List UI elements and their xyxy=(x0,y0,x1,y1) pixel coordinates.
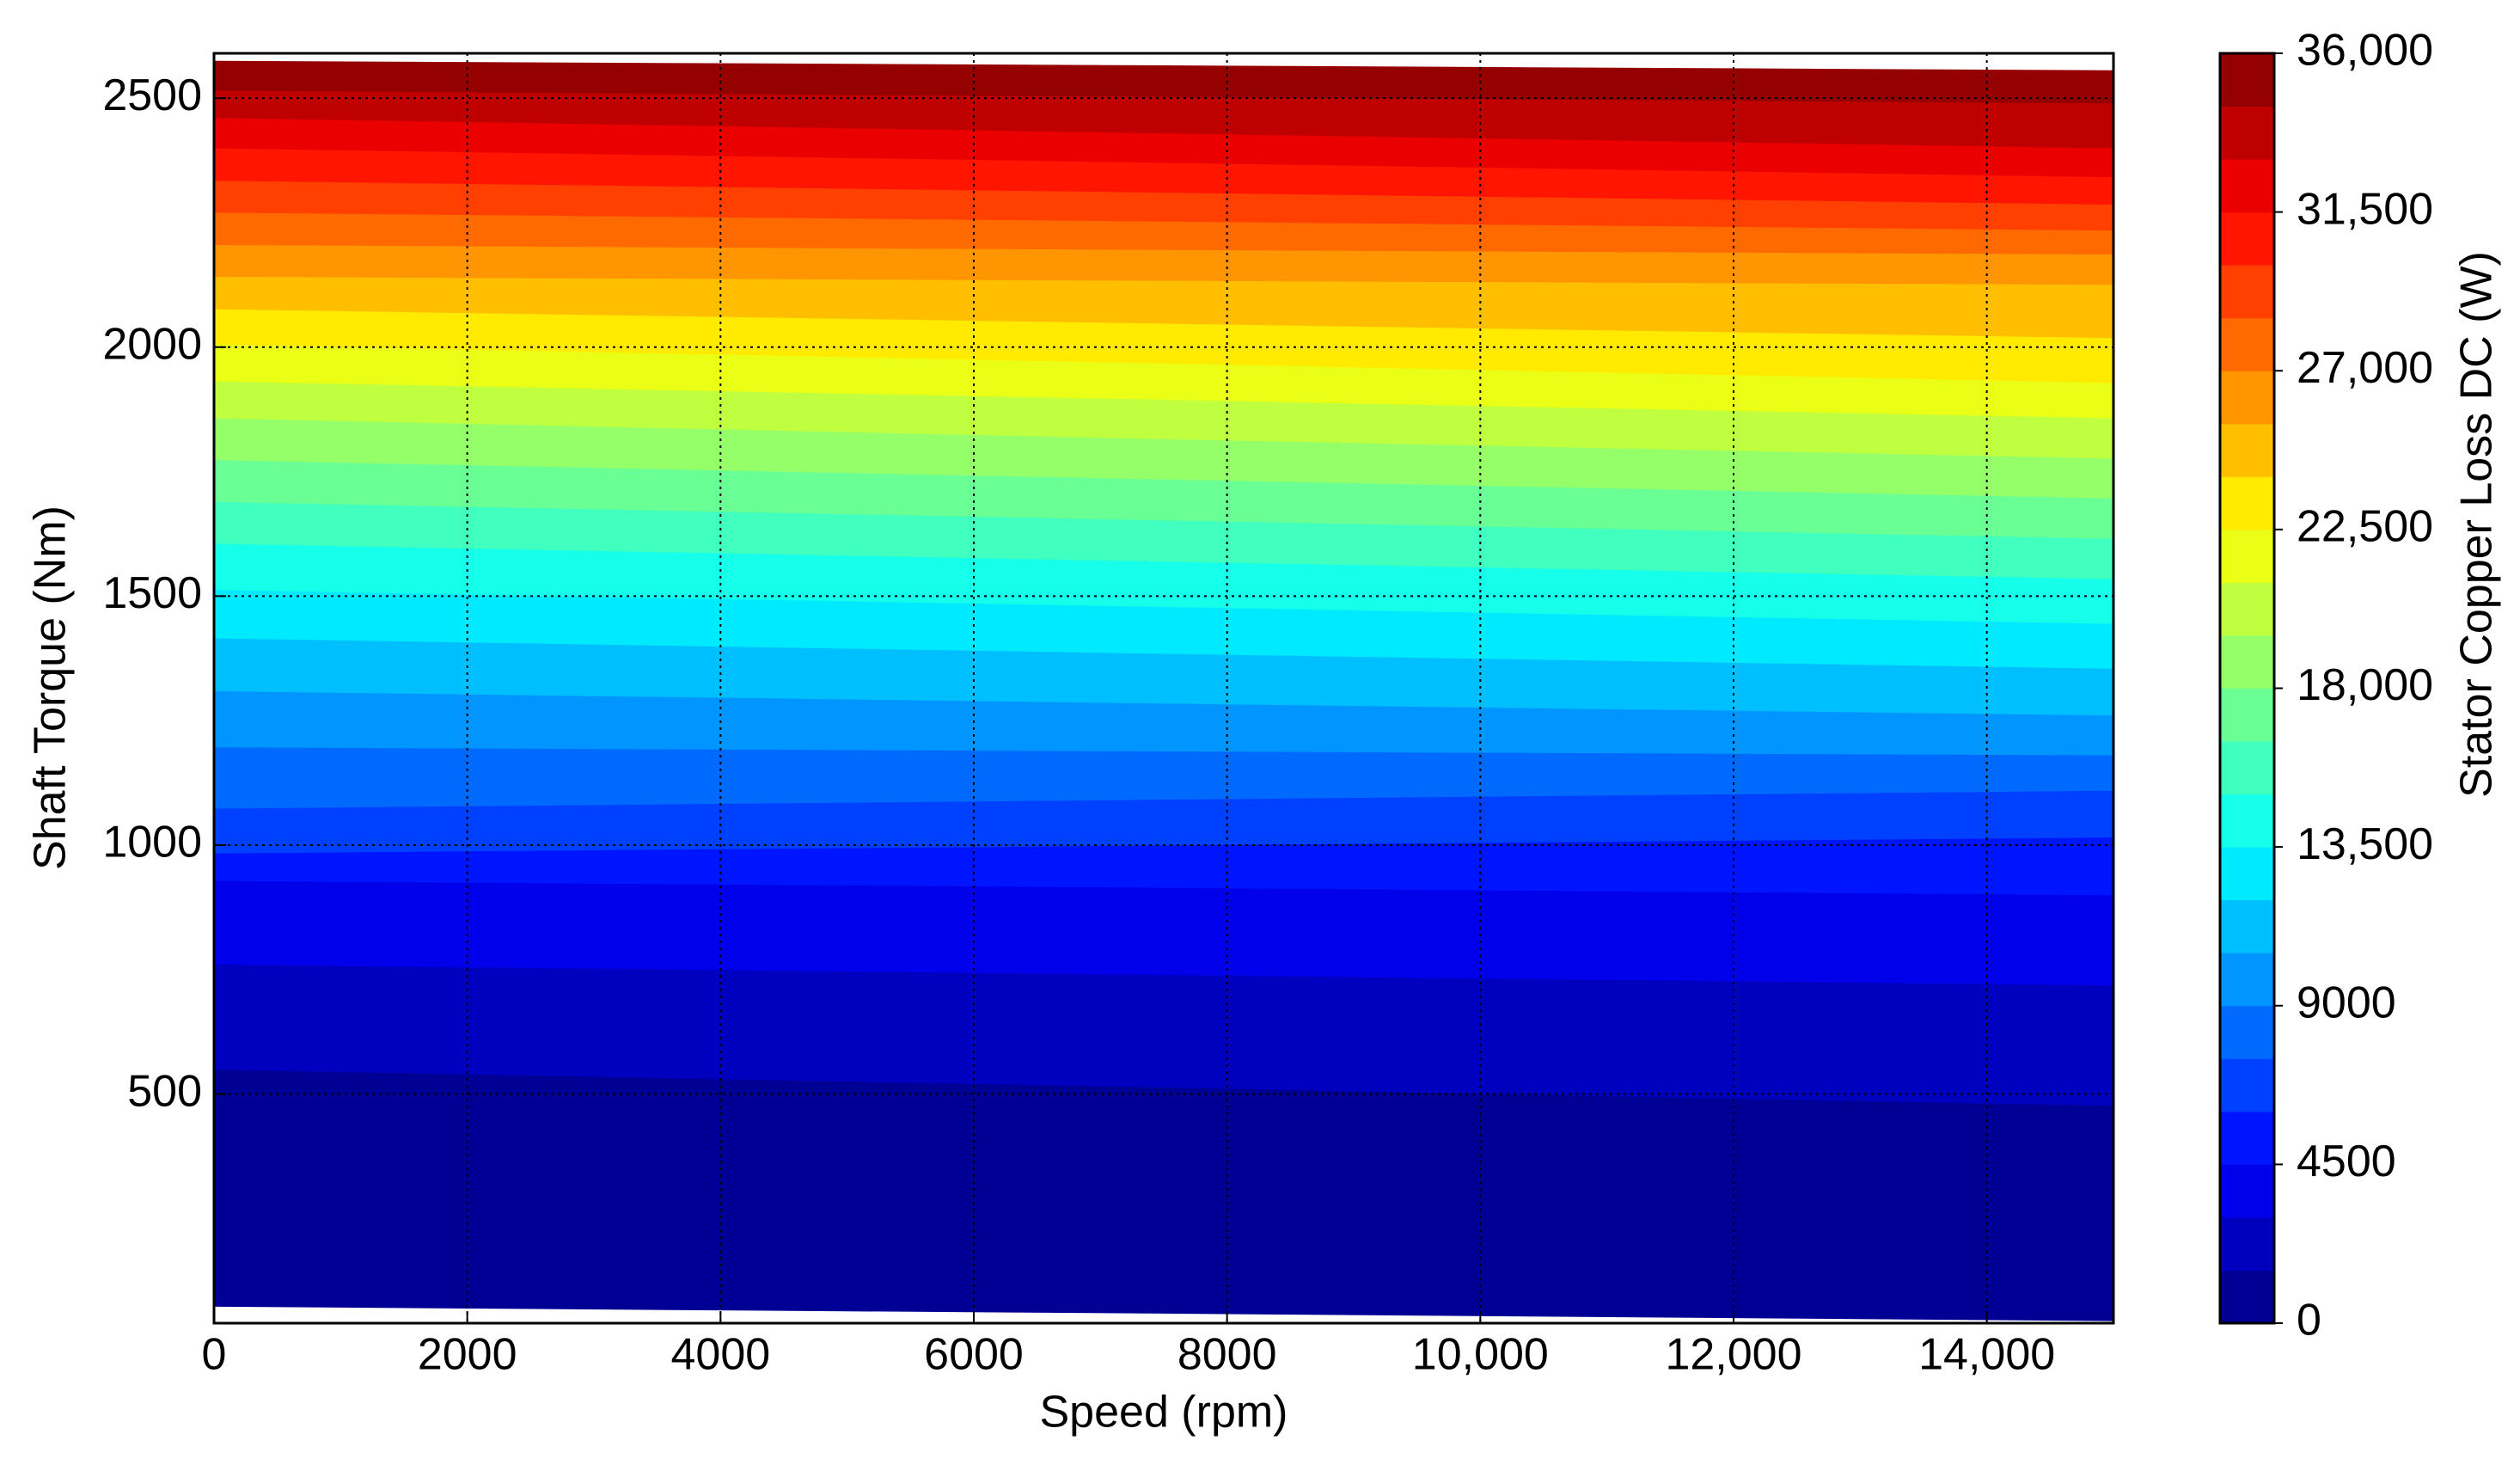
colorbar-band xyxy=(2220,741,2274,795)
colorbar-band xyxy=(2220,688,2274,742)
x-tick-label: 6000 xyxy=(924,1330,1024,1380)
colorbar-band xyxy=(2220,265,2274,319)
colorbar-tick-label: 27,000 xyxy=(2297,343,2433,393)
colorbar-tick-label: 0 xyxy=(2297,1296,2321,1346)
y-tick-label: 1000 xyxy=(102,818,202,867)
colorbar-tick-label: 4500 xyxy=(2297,1137,2396,1186)
x-tick-label: 10,000 xyxy=(1412,1330,1549,1380)
colorbar-band xyxy=(2220,1217,2274,1271)
colorbar-band xyxy=(2220,1058,2274,1113)
colorbar-band xyxy=(2220,634,2274,689)
y-tick-label: 500 xyxy=(127,1066,202,1116)
x-tick-label: 8000 xyxy=(1177,1330,1277,1380)
colorbar-band xyxy=(2220,476,2274,530)
colorbar-band xyxy=(2220,1270,2274,1324)
x-tick-label: 2000 xyxy=(418,1330,517,1380)
colorbar-band xyxy=(2220,1005,2274,1059)
y-tick-label: 1500 xyxy=(102,568,202,618)
x-tick-label: 12,000 xyxy=(1665,1330,1801,1380)
colorbar-band xyxy=(2220,1111,2274,1165)
colorbar-label: Stator Copper Loss DC (W) xyxy=(2452,251,2502,798)
colorbar-tick-label: 31,500 xyxy=(2297,184,2433,234)
colorbar-band xyxy=(2220,582,2274,636)
y-tick-label: 2500 xyxy=(102,70,202,120)
colorbar-band xyxy=(2220,159,2274,213)
colorbar-band xyxy=(2220,211,2274,266)
colorbar-tick-label: 22,500 xyxy=(2297,502,2433,552)
colorbar-band xyxy=(2220,371,2274,425)
colorbar-tick-label: 9000 xyxy=(2297,978,2396,1027)
colorbar-band xyxy=(2220,53,2274,107)
colorbar-band xyxy=(2220,317,2274,371)
y-tick-label: 2000 xyxy=(102,319,202,369)
colorbar-band xyxy=(2220,953,2274,1007)
x-axis-label: Speed (rpm) xyxy=(1040,1388,1288,1438)
colorbar-band xyxy=(2220,106,2274,160)
x-tick-label: 0 xyxy=(202,1330,227,1380)
colorbar-tick-label: 13,500 xyxy=(2297,819,2433,869)
colorbar-band xyxy=(2220,423,2274,477)
colorbar-tick-label: 18,000 xyxy=(2297,660,2433,710)
colorbar-band xyxy=(2220,899,2274,953)
colorbar-band xyxy=(2220,847,2274,901)
colorbar-band xyxy=(2220,529,2274,583)
colorbar-band xyxy=(2220,1164,2274,1218)
colorbar-tick-label: 36,000 xyxy=(2297,26,2433,76)
x-tick-label: 14,000 xyxy=(1918,1330,2055,1380)
colorbar-band xyxy=(2220,794,2274,848)
x-tick-label: 4000 xyxy=(670,1330,770,1380)
plot-frame xyxy=(212,52,2115,1325)
y-axis-label: Shaft Torque (Nm) xyxy=(26,506,76,870)
contour-band xyxy=(213,1069,2114,1321)
